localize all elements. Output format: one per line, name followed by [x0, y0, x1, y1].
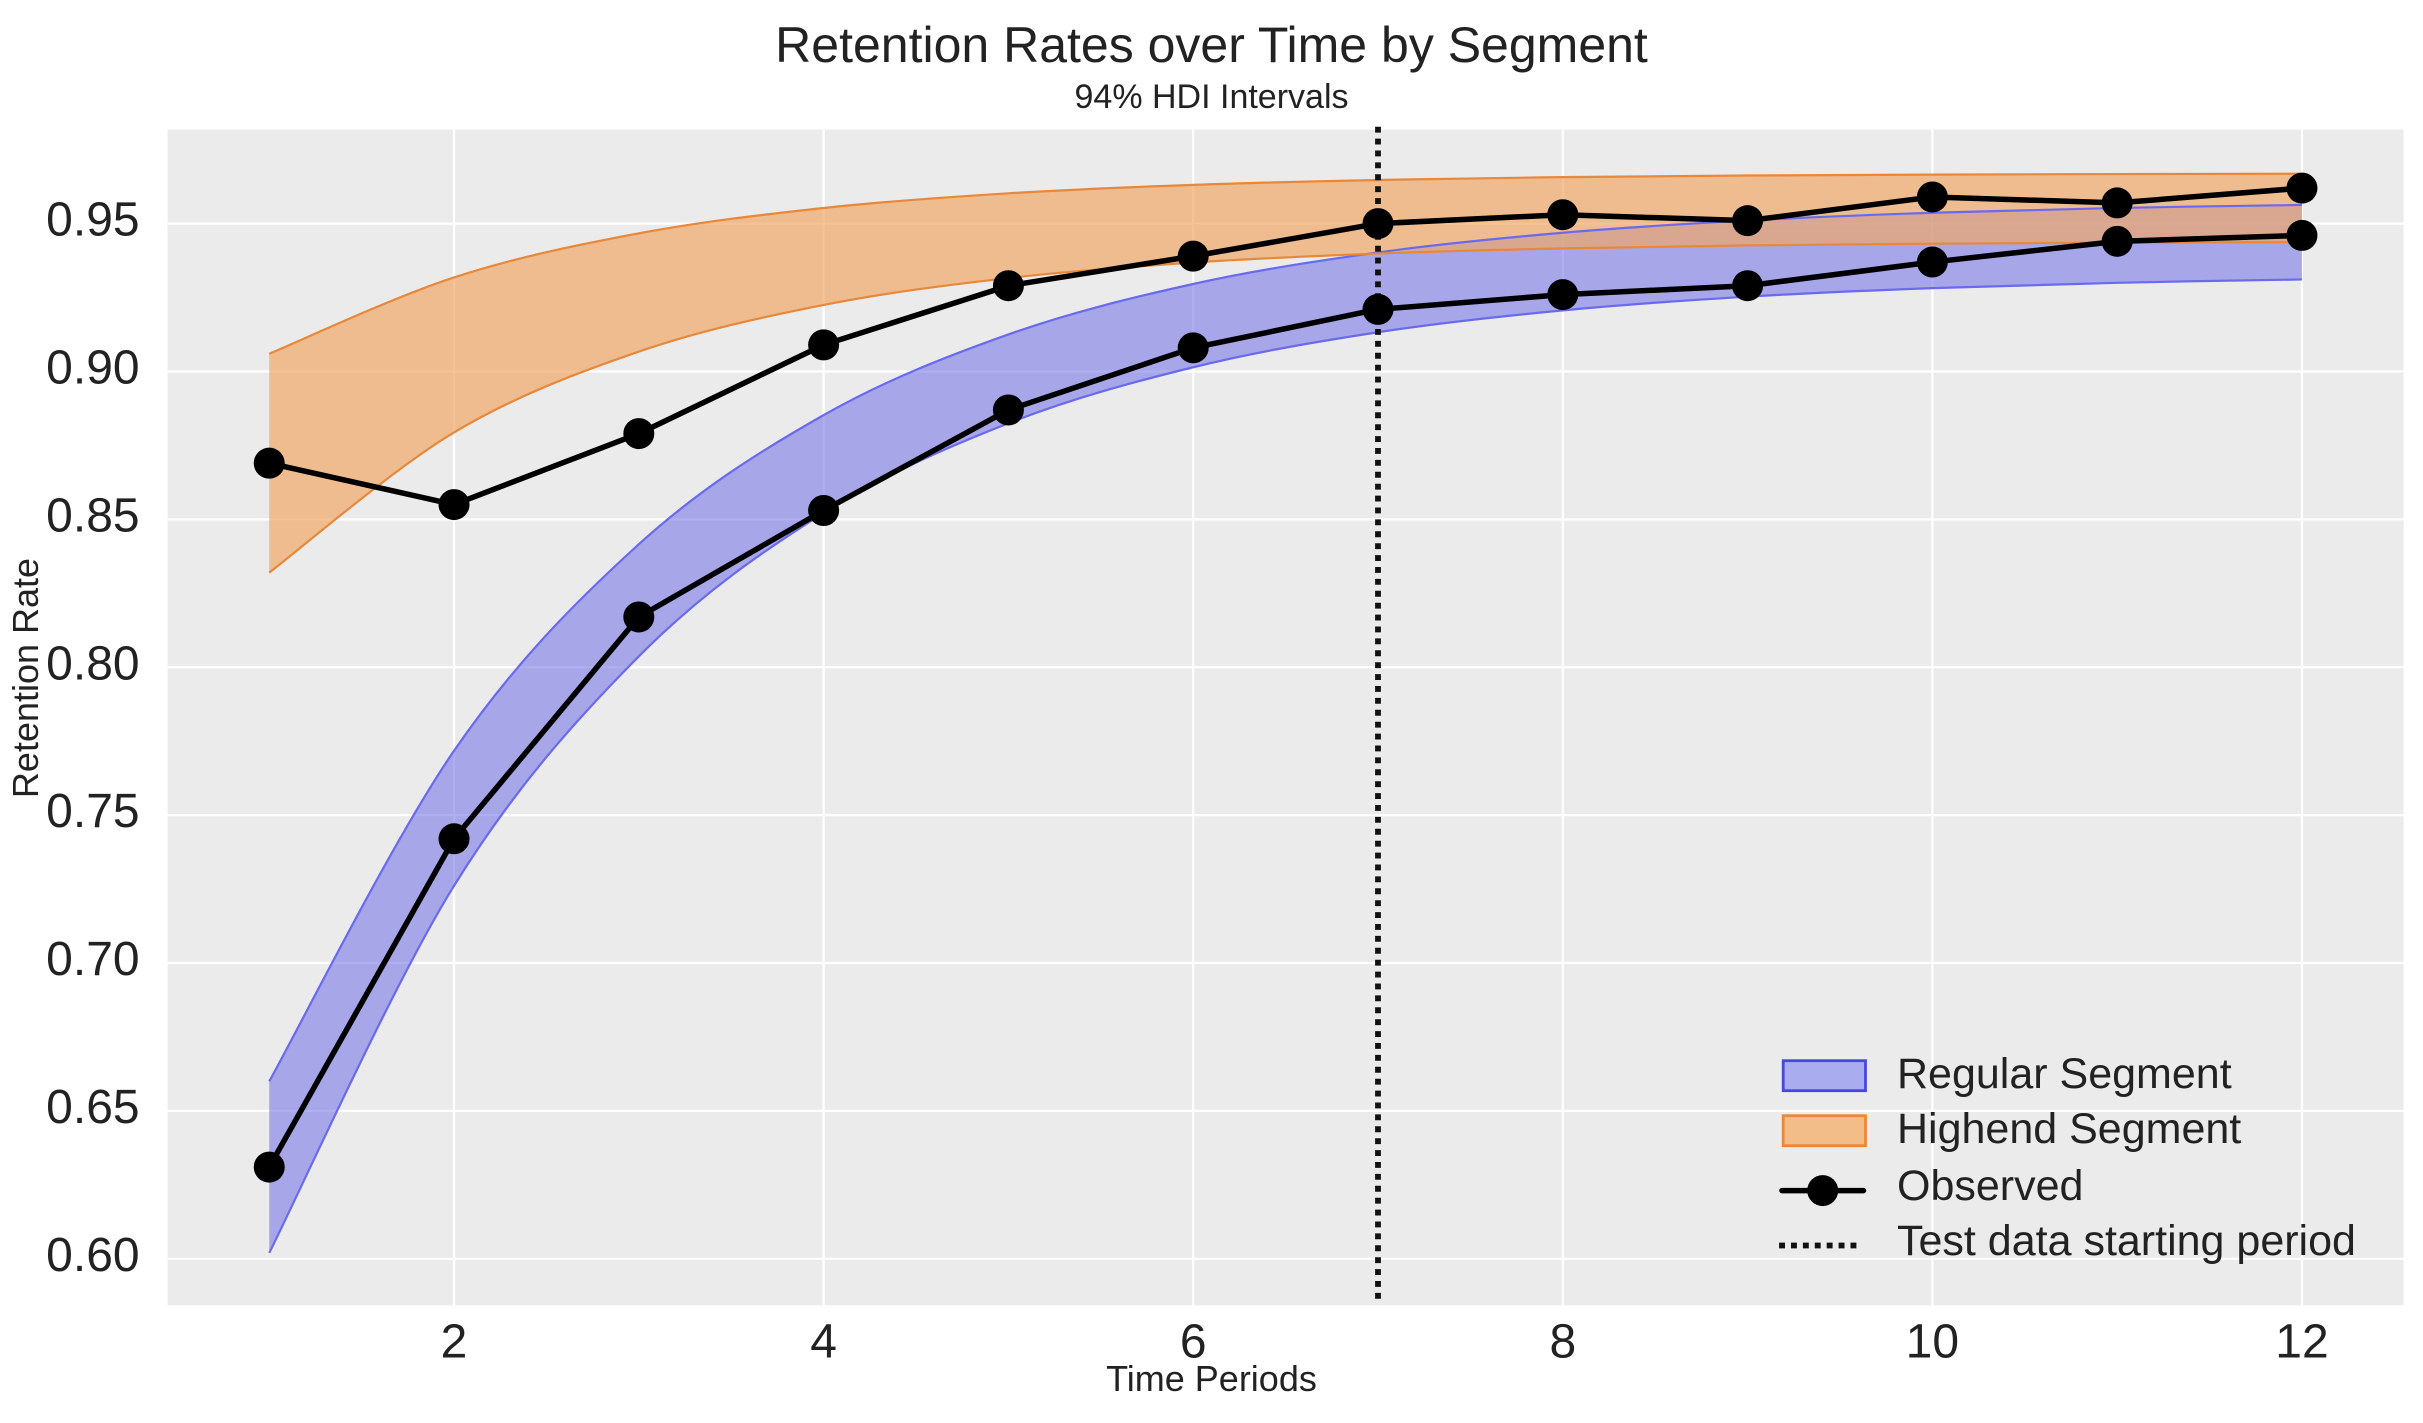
svg-text:Highend Segment: Highend Segment [1897, 1105, 2241, 1153]
svg-text:Retention Rate: Retention Rate [5, 558, 46, 798]
svg-text:0.60: 0.60 [46, 1229, 139, 1282]
svg-text:0.70: 0.70 [46, 933, 139, 986]
svg-text:0.90: 0.90 [46, 341, 139, 394]
svg-text:0.65: 0.65 [46, 1081, 139, 1134]
svg-text:Observed: Observed [1897, 1162, 2083, 1210]
svg-text:0.75: 0.75 [46, 785, 139, 838]
svg-text:0.85: 0.85 [46, 489, 139, 542]
svg-text:Test data starting period: Test data starting period [1897, 1217, 2356, 1265]
svg-text:0.95: 0.95 [46, 194, 139, 247]
svg-text:0.80: 0.80 [46, 637, 139, 690]
svg-text:Regular Segment: Regular Segment [1897, 1050, 2232, 1098]
